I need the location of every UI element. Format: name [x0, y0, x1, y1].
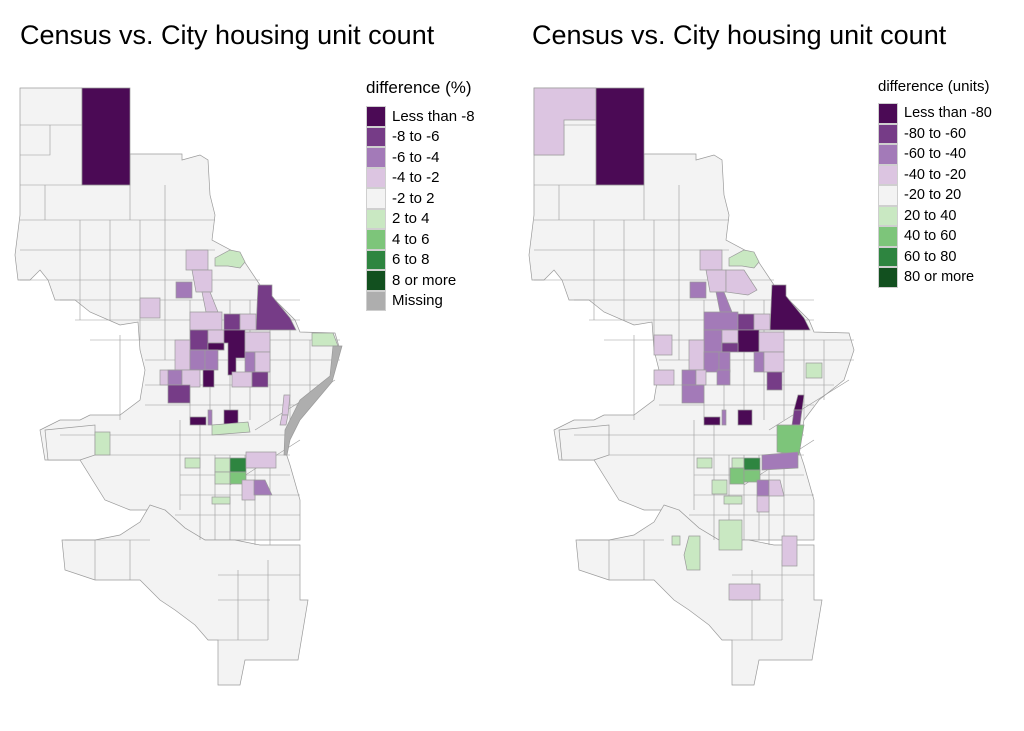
map-base-north: [528, 87, 855, 541]
legend-title: difference (units): [878, 78, 990, 95]
legend-swatch: [878, 267, 898, 288]
legend-item: -4 to -2: [366, 167, 475, 188]
legend-item: 4 to 6: [366, 229, 475, 250]
units-difference-panel: Census vs. City housing unit count: [512, 0, 1024, 731]
legend-swatch: [878, 103, 898, 124]
legend-swatch: [878, 164, 898, 185]
legend-swatch: [366, 249, 386, 270]
legend-item: 8 or more: [366, 270, 475, 291]
chart-title: Census vs. City housing unit count: [532, 20, 947, 50]
legend-swatch: [878, 144, 898, 165]
legend-swatch: [366, 208, 386, 229]
legend-item: Less than -8: [366, 106, 475, 127]
legend: difference (units) Less than -80 -80 to …: [878, 78, 992, 288]
legend-item: -40 to -20: [878, 164, 992, 185]
legend-item: 20 to 40: [878, 205, 992, 226]
legend: difference (%) Less than -8 -8 to -6 -6 …: [366, 78, 475, 311]
legend-swatch: [366, 167, 386, 188]
legend-item: -8 to -6: [366, 126, 475, 147]
legend-item: 6 to 8: [366, 249, 475, 270]
legend-swatch: [366, 270, 386, 291]
units-difference-map: [528, 87, 855, 686]
legend-swatch: [366, 188, 386, 209]
chart-title: Census vs. City housing unit count: [20, 20, 435, 50]
map-base-north: [14, 87, 341, 541]
legend-swatch: [366, 147, 386, 168]
legend-swatch: [878, 246, 898, 267]
percent-difference-panel: Census vs. City housing unit count: [14, 20, 475, 686]
tract-fills: [81, 87, 343, 505]
legend-title: difference (%): [366, 78, 472, 97]
legend-swatch: [366, 126, 386, 147]
legend-item: -80 to -60: [878, 123, 992, 144]
legend-item: -20 to 20: [878, 185, 992, 206]
legend-swatch: [878, 123, 898, 144]
percent-difference-map: [14, 87, 343, 686]
legend-item: 80 or more: [878, 267, 992, 288]
legend-item: Missing: [366, 290, 475, 311]
tract-fills: [533, 87, 823, 601]
legend-item: 60 to 80: [878, 246, 992, 267]
legend-swatch: [366, 290, 386, 311]
legend-item: -2 to 2: [366, 188, 475, 209]
legend-item: Less than -80: [878, 103, 992, 124]
legend-item: 40 to 60: [878, 226, 992, 247]
legend-swatch: [878, 205, 898, 226]
legend-swatch: [366, 106, 386, 127]
legend-swatch: [366, 229, 386, 250]
legend-item: -6 to -4: [366, 147, 475, 168]
legend-swatch: [878, 185, 898, 206]
legend-item: -60 to -40: [878, 144, 992, 165]
legend-swatch: [878, 226, 898, 247]
legend-item: 2 to 4: [366, 208, 475, 229]
